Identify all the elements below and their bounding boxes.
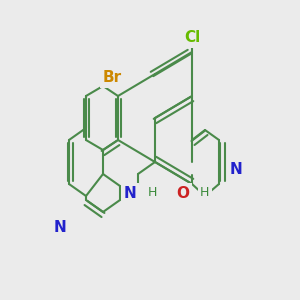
Text: N: N bbox=[230, 163, 242, 178]
Text: O: O bbox=[176, 185, 190, 200]
Text: Br: Br bbox=[102, 70, 122, 86]
Text: H: H bbox=[200, 187, 209, 200]
Text: N: N bbox=[124, 185, 136, 200]
Text: H: H bbox=[148, 187, 158, 200]
Text: Cl: Cl bbox=[184, 31, 200, 46]
Text: N: N bbox=[54, 220, 66, 236]
